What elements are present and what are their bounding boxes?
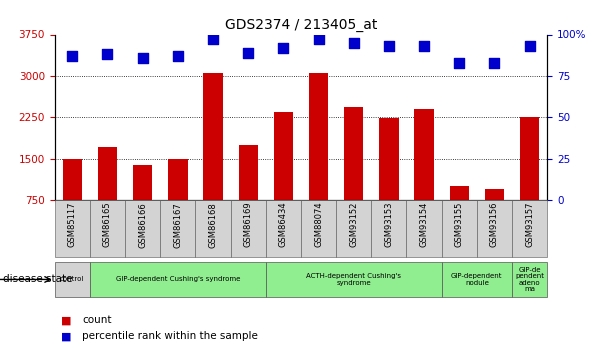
Bar [133, 165, 153, 242]
Text: GSM93157: GSM93157 [525, 202, 534, 247]
Bar [274, 112, 293, 241]
Text: GSM93153: GSM93153 [384, 202, 393, 247]
Bar [230, 200, 266, 257]
Title: GDS2374 / 213405_at: GDS2374 / 213405_at [225, 18, 377, 32]
Text: ■: ■ [61, 332, 75, 341]
Bar [407, 200, 441, 257]
Bar [301, 200, 336, 257]
Point [314, 37, 323, 42]
Text: GSM86434: GSM86434 [279, 202, 288, 247]
Text: GSM93152: GSM93152 [349, 202, 358, 247]
Bar [415, 109, 434, 242]
Bar [344, 107, 364, 242]
Point [103, 52, 112, 57]
Text: GSM86165: GSM86165 [103, 202, 112, 247]
Bar [98, 147, 117, 242]
Bar [266, 200, 301, 257]
Text: GSM86168: GSM86168 [209, 202, 218, 248]
Bar [371, 200, 407, 257]
Text: GSM86166: GSM86166 [138, 202, 147, 248]
Text: GIP-dependent
nodule: GIP-dependent nodule [451, 273, 503, 286]
Bar [203, 72, 223, 242]
Text: GSM93155: GSM93155 [455, 202, 464, 247]
Text: count: count [82, 315, 112, 325]
Bar [125, 200, 161, 257]
Point [278, 45, 288, 50]
Point [67, 53, 77, 59]
Bar [63, 159, 82, 242]
Bar [238, 145, 258, 242]
Text: GSM86169: GSM86169 [244, 202, 253, 247]
Text: GSM85117: GSM85117 [68, 202, 77, 247]
Point [208, 37, 218, 42]
Bar [449, 186, 469, 242]
Point [138, 55, 148, 60]
Bar [336, 200, 371, 257]
Bar [168, 159, 187, 242]
Bar [55, 262, 90, 297]
Bar [379, 118, 399, 242]
Bar [266, 262, 441, 297]
Bar [55, 200, 90, 257]
Point [349, 40, 359, 46]
Text: control: control [60, 276, 85, 283]
Bar [512, 262, 547, 297]
Point [173, 53, 182, 59]
Bar [485, 188, 504, 241]
Point [384, 43, 394, 49]
Point [243, 50, 253, 56]
Point [525, 43, 534, 49]
Bar [90, 262, 266, 297]
Bar [309, 72, 328, 242]
Point [454, 60, 464, 66]
Text: GSM88074: GSM88074 [314, 202, 323, 247]
Text: ■: ■ [61, 315, 75, 325]
Bar [161, 200, 195, 257]
Text: percentile rank within the sample: percentile rank within the sample [82, 332, 258, 341]
Text: GIP-dependent Cushing's syndrome: GIP-dependent Cushing's syndrome [116, 276, 240, 283]
Text: GSM93156: GSM93156 [490, 202, 499, 247]
Text: GSM86167: GSM86167 [173, 202, 182, 248]
Text: disease state: disease state [3, 275, 72, 284]
Bar [90, 200, 125, 257]
Bar [195, 200, 230, 257]
Point [419, 43, 429, 49]
Text: GSM93154: GSM93154 [420, 202, 429, 247]
Bar [477, 200, 512, 257]
Text: ACTH-dependent Cushing's
syndrome: ACTH-dependent Cushing's syndrome [306, 273, 401, 286]
Bar [520, 117, 539, 242]
Bar [441, 200, 477, 257]
Bar [441, 262, 512, 297]
Point [489, 60, 499, 66]
Text: GIP-de
pendent
adeno
ma: GIP-de pendent adeno ma [515, 267, 544, 292]
Bar [512, 200, 547, 257]
